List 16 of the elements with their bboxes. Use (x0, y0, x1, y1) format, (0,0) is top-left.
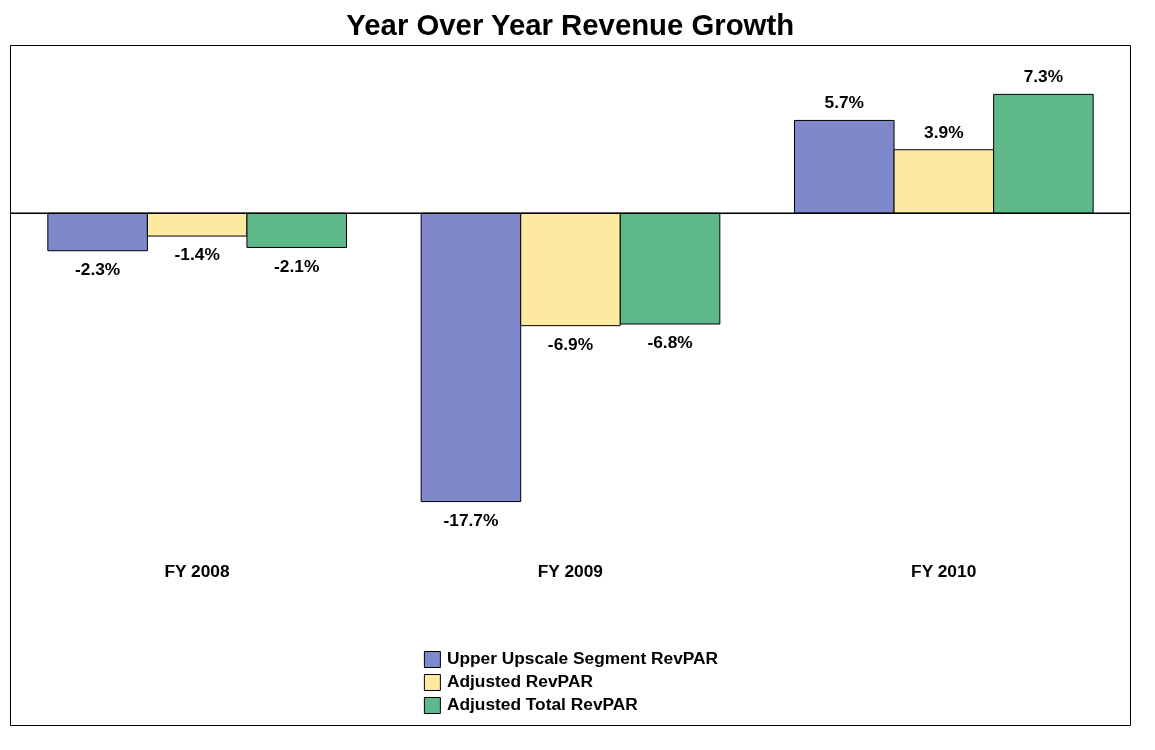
data-label: 5.7% (824, 92, 865, 113)
data-label: 3.9% (924, 121, 964, 142)
legend-label: Adjusted RevPAR (446, 671, 593, 692)
data-label: -17.7% (443, 509, 499, 530)
x-tick-label: FY 2010 (911, 560, 977, 581)
legend-label: Upper Upscale Segment RevPAR (446, 648, 719, 669)
data-label: -6.8% (647, 332, 693, 353)
x-tick-label: FY 2008 (164, 560, 230, 581)
data-label: 7.3% (1023, 66, 1064, 87)
legend-label: Adjusted Total RevPAR (446, 694, 638, 715)
data-label: -6.9% (547, 333, 594, 354)
data-label: -2.3% (74, 258, 121, 279)
x-tick-label: FY 2009 (537, 560, 603, 581)
chart-title: Year Over Year Revenue Growth (346, 7, 795, 41)
data-label: -1.4% (174, 244, 220, 265)
data-label: -2.1% (274, 255, 320, 276)
